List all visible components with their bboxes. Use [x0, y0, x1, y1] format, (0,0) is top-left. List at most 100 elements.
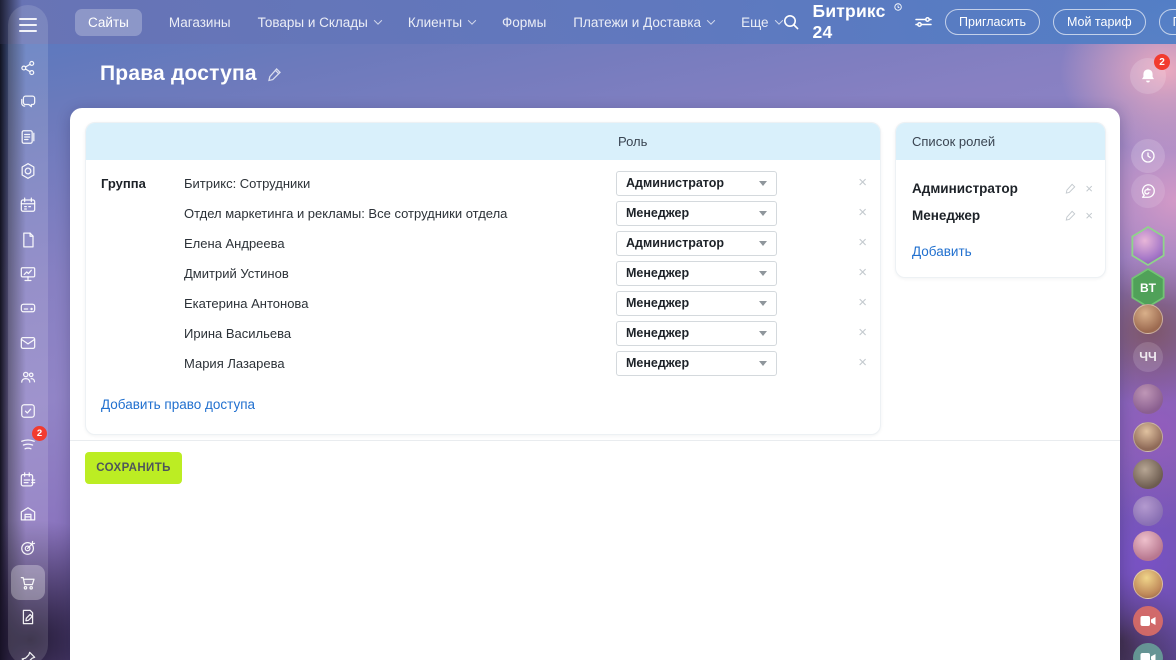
help-button[interactable]: Помощь [1158, 9, 1176, 35]
sidebar-item-drive[interactable] [11, 291, 45, 325]
rail-avatar-3[interactable] [1133, 422, 1163, 452]
sliders-icon[interactable] [915, 15, 932, 29]
rail-avatar-2[interactable] [1133, 384, 1163, 414]
edit-pencil-icon[interactable] [1064, 182, 1077, 195]
sidebar-item-sign[interactable] [11, 600, 45, 634]
add-permission-link[interactable]: Добавить право доступа [101, 397, 256, 412]
brand-text: Битрикс 24 [812, 1, 886, 42]
nav-more-label: Еще [741, 14, 769, 30]
funnel-icon [21, 439, 35, 450]
role-dropdown[interactable]: Менеджер [616, 260, 777, 286]
nav-forms[interactable]: Формы [502, 15, 546, 30]
topbar-right-cluster: Битрикс 24 Пригласить Мой тариф Помощь [782, 1, 1176, 43]
nav-payments-label: Платежи и Доставка [573, 14, 702, 30]
sidebar-item-warehouse[interactable] [11, 497, 45, 531]
remove-row-button[interactable]: × [858, 174, 867, 191]
member-name: Мария Лазарева [184, 355, 285, 371]
notifications-button[interactable]: 2 [1130, 54, 1170, 94]
user-hexagon-avatar[interactable] [1130, 226, 1166, 266]
dropdown-caret-icon [759, 330, 767, 336]
dropdown-caret-icon [759, 300, 767, 306]
rail-avatar-4[interactable] [1133, 459, 1163, 489]
share-network-icon [21, 61, 35, 76]
sidebar-item-planner[interactable] [11, 463, 45, 497]
left-sidebar: 2 [8, 5, 48, 660]
sidebar-item-feed[interactable] [11, 51, 45, 85]
remove-row-button[interactable]: × [858, 294, 867, 311]
role-dropdown[interactable]: Менеджер [616, 200, 777, 226]
nav-forms-label: Формы [502, 14, 547, 30]
sign-document-icon [22, 609, 34, 625]
task-check-icon [21, 404, 35, 418]
sidebar-item-tasks[interactable] [11, 394, 45, 428]
edit-pencil-icon[interactable] [1064, 209, 1077, 222]
member-name: Екатерина Антонова [184, 295, 309, 311]
warehouse-icon [20, 507, 36, 521]
sidebar-item-messenger[interactable] [11, 85, 45, 119]
search-icon[interactable] [782, 13, 800, 31]
invite-button[interactable]: Пригласить [945, 9, 1040, 35]
rail-avatar-6[interactable] [1133, 531, 1163, 561]
edit-pencil-icon[interactable] [266, 66, 283, 83]
nav-products[interactable]: Товары и Склады [258, 15, 383, 30]
remove-row-button[interactable]: × [858, 354, 867, 371]
sidebar-item-calendar[interactable] [11, 188, 45, 222]
remove-row-button[interactable]: × [858, 264, 867, 281]
tariff-button[interactable]: Мой тариф [1052, 9, 1146, 35]
dropdown-caret-icon [759, 360, 767, 366]
table-row: Группа Битрикс: Сотрудники Администратор… [86, 168, 880, 198]
sidebar-item-news[interactable] [11, 120, 45, 154]
sidebar-item-pin[interactable] [11, 634, 45, 660]
delete-role-button[interactable]: × [1085, 208, 1093, 223]
nav-payments[interactable]: Платежи и Доставка [573, 14, 716, 30]
role-dropdown[interactable]: Администратор [616, 230, 777, 256]
sidebar-item-automation[interactable] [11, 154, 45, 188]
roles-card-title: Список ролей [912, 134, 996, 149]
sidebar-icon-list: 2 [11, 51, 47, 660]
people-icon [21, 371, 36, 383]
main-nav: Сайты Магазины Товары и Склады Клиенты Ф… [75, 8, 783, 36]
reply-button[interactable] [1131, 174, 1165, 208]
bt-hexagon-badge[interactable]: BT [1130, 268, 1166, 308]
save-button[interactable]: СОХРАНИТЬ [85, 452, 182, 484]
video-call-button-red[interactable] [1133, 606, 1163, 636]
member-name: Дмитрий Устинов [184, 265, 289, 281]
sidebar-item-crm-funnel[interactable]: 2 [11, 426, 47, 462]
role-value: Администратор [626, 176, 725, 190]
remove-row-button[interactable]: × [858, 234, 867, 251]
remove-row-button[interactable]: × [858, 204, 867, 221]
role-dropdown[interactable]: Менеджер [616, 350, 777, 376]
sidebar-item-mail[interactable] [11, 325, 45, 359]
sidebar-item-shop[interactable] [11, 565, 45, 600]
nav-sites[interactable]: Сайты [75, 8, 142, 36]
table-row: Екатерина Антонова Менеджер × [86, 288, 880, 318]
rail-avatar-7[interactable] [1133, 569, 1163, 599]
role-dropdown[interactable]: Менеджер [616, 320, 777, 346]
rail-avatar-5[interactable] [1133, 496, 1163, 526]
sidebar-item-clients[interactable] [11, 360, 45, 394]
chevron-down-icon [373, 16, 383, 25]
role-dropdown[interactable]: Администратор [616, 170, 777, 196]
add-role-link[interactable]: Добавить [912, 244, 972, 259]
sidebar-item-marketing[interactable] [11, 531, 45, 565]
nav-more[interactable]: Еще [741, 14, 783, 30]
role-dropdown[interactable]: Менеджер [616, 290, 777, 316]
group-label: Группа [101, 175, 146, 191]
rail-avatar-1[interactable] [1133, 304, 1163, 334]
video-call-button-teal[interactable] [1133, 643, 1163, 660]
video-camera-icon [1140, 653, 1156, 660]
nav-sites-label: Сайты [88, 14, 129, 30]
nav-stores[interactable]: Магазины [169, 15, 231, 30]
sidebar-item-documents[interactable] [11, 222, 45, 256]
roles-list: Администратор × Менеджер × Добавить [896, 160, 1105, 277]
initials-badge[interactable]: ЧЧ [1133, 342, 1163, 372]
remove-row-button[interactable]: × [858, 324, 867, 341]
history-button[interactable] [1131, 139, 1165, 173]
sidebar-item-video-conf[interactable] [11, 257, 45, 291]
member-name: Елена Андреева [184, 235, 285, 251]
video-camera-icon [1140, 616, 1156, 626]
hamburger-menu-icon[interactable] [15, 14, 41, 36]
planner-icon [20, 471, 36, 487]
delete-role-button[interactable]: × [1085, 181, 1093, 196]
nav-clients[interactable]: Клиенты [408, 15, 477, 30]
